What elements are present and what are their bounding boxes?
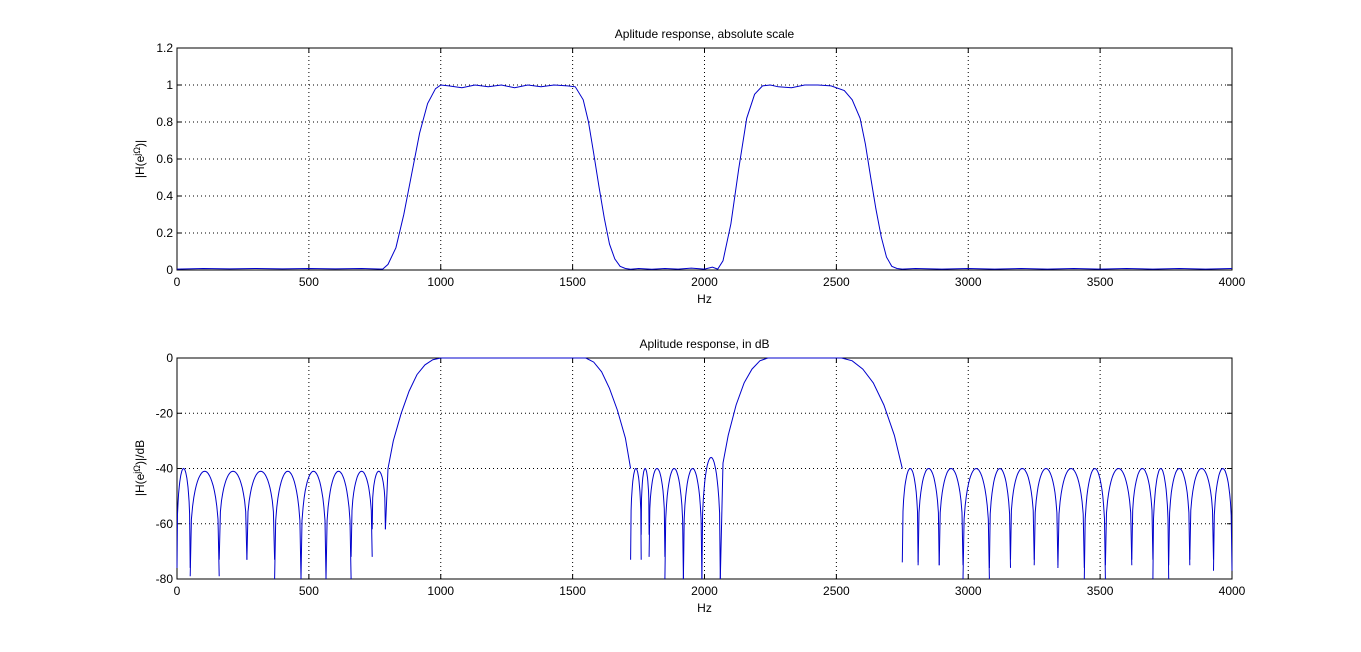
stopband-lobe	[218, 470, 248, 560]
stopband-lobe	[300, 470, 327, 580]
y-tick-label: 0	[166, 351, 173, 365]
x-tick-label: 4000	[1219, 275, 1246, 289]
x-tick-label: 2500	[823, 275, 850, 289]
stopband-lobe	[1189, 467, 1214, 560]
x-tick-label: 3500	[1087, 275, 1114, 289]
passband-curve	[384, 357, 441, 530]
x-axis-ticks: 0 500 1000 1500 2000 2500 3000 3500 4000	[174, 358, 1246, 598]
amplitude-db-plot: 0 500 1000 1500 2000 2500 3000 3500 4000 -80-60-…	[132, 337, 1246, 615]
grid	[177, 358, 1232, 579]
y-axis-label-prefix: |H(e	[133, 155, 147, 178]
stopband-lobe	[640, 467, 650, 535]
stopband-lobe	[901, 467, 919, 563]
x-tick-label: 500	[299, 275, 319, 289]
stopband-lobe	[1083, 467, 1106, 580]
stopband-lobe	[938, 467, 964, 566]
x-tick-label: 0	[174, 584, 181, 598]
y-tick-label: -60	[156, 517, 174, 531]
chart-title: Aplitude response, absolute scale	[615, 27, 795, 41]
stopband-lobe	[325, 470, 352, 580]
stopband-lobe	[1104, 467, 1133, 566]
x-tick-label: 2000	[691, 275, 718, 289]
y-tick-label: -20	[156, 406, 174, 420]
stopband-lobe	[1033, 467, 1059, 566]
stopband-lobe	[1168, 467, 1191, 566]
x-axis-ticks: 0 500 1000 1500 2000 2500 3000 3500 4000	[174, 48, 1246, 289]
stopband-lobe	[1010, 467, 1035, 560]
passband-curve	[585, 357, 632, 469]
passband-curve	[719, 357, 768, 580]
x-tick-label: 2000	[691, 584, 718, 598]
series-layer	[176, 84, 1233, 270]
series-line	[176, 84, 1233, 270]
stopband-lobe	[1131, 467, 1154, 560]
y-tick-label: 0.4	[156, 189, 173, 203]
x-tick-label: 0	[174, 275, 181, 289]
x-tick-label: 1000	[427, 584, 454, 598]
stopband-lobe	[962, 467, 990, 580]
x-tick-label: 3500	[1087, 584, 1114, 598]
stopband-lobe	[664, 467, 684, 580]
stopband-lobe	[682, 467, 703, 580]
stopband-lobe	[274, 470, 302, 580]
x-tick-label: 1500	[559, 584, 586, 598]
y-tick-label: 0.8	[156, 115, 173, 129]
y-axis-label-sup: jΩ	[132, 147, 142, 157]
x-tick-label: 1500	[559, 275, 586, 289]
x-tick-label: 4000	[1219, 584, 1246, 598]
y-axis-ticks: 0 0.2 0.4 0.6 0.8 1 1.2	[156, 41, 1232, 277]
stopband-lobe	[1057, 467, 1085, 569]
y-tick-label: 0.6	[156, 152, 173, 166]
series-layer	[176, 357, 1233, 580]
stopband-lobe	[350, 470, 373, 557]
amplitude-absolute-plot: 0 500 1000 1500 2000 2500 3000 3500 4000 0 0.2 0.4…	[132, 27, 1246, 306]
x-tick-label: 2500	[823, 584, 850, 598]
x-tick-label: 1000	[427, 275, 454, 289]
x-tick-label: 3000	[955, 584, 982, 598]
y-tick-label: 0	[166, 263, 173, 277]
stopband-lobe	[1213, 467, 1233, 571]
y-tick-label: 0.2	[156, 226, 173, 240]
y-axis-label: |H(ejΩ)|	[132, 140, 147, 178]
stopband-lobe	[988, 467, 1011, 569]
y-tick-label: 1.2	[156, 41, 173, 55]
stopband-lobe	[1152, 467, 1170, 580]
y-axis-label: |H(ejΩ)|/dB	[132, 440, 147, 496]
y-axis-ticks: -80 -60 -40 -20 0	[156, 351, 1232, 586]
stopband-lobe	[648, 467, 666, 557]
passband-curve	[841, 357, 903, 469]
y-tick-label: -80	[156, 572, 174, 586]
x-tick-label: 3000	[955, 275, 982, 289]
stopband-lobe	[189, 470, 220, 577]
y-axis-label-suffix: )|	[133, 140, 147, 147]
stopband-lobe	[176, 467, 191, 569]
x-tick-label: 500	[299, 584, 319, 598]
y-axis-label-sup: jΩ	[132, 465, 142, 475]
y-tick-label: 1	[166, 78, 173, 92]
stopband-lobe	[371, 470, 386, 530]
y-axis-label-suffix: )|/dB	[133, 440, 147, 465]
x-axis-label: Hz	[697, 601, 712, 615]
x-axis-label: Hz	[697, 292, 712, 306]
stopband-lobe	[701, 456, 721, 580]
chart-title: Aplitude response, in dB	[639, 337, 769, 351]
stopband-lobe	[917, 467, 940, 566]
y-axis-label-prefix: |H(e	[133, 473, 147, 496]
stopband-lobe	[246, 470, 276, 560]
y-tick-label: -40	[156, 462, 174, 476]
stopband-lobe	[630, 467, 642, 560]
